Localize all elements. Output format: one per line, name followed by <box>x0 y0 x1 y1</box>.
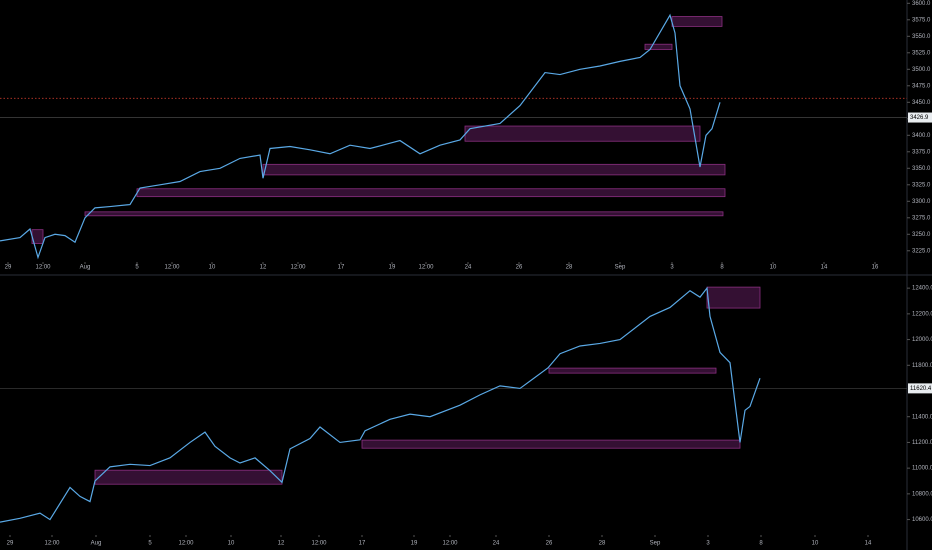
zone <box>644 43 673 50</box>
x-tick-label: 12 <box>260 265 267 271</box>
y-tick-label: 10600.0 <box>912 517 932 523</box>
x-tick-label: 28 <box>566 265 573 271</box>
x-tick-label: 3 <box>670 265 674 271</box>
y-tick-label: 12000.0 <box>912 337 932 343</box>
zone <box>94 469 283 485</box>
x-tick-label: 12:00 <box>164 265 180 271</box>
x-tick-label: 12 <box>278 541 285 547</box>
zone <box>671 16 723 27</box>
y-tick-label: 3400.0 <box>912 133 931 139</box>
x-tick-label: 17 <box>359 541 366 547</box>
x-tick-label: 12:00 <box>418 265 434 271</box>
x-tick-label: 10 <box>209 265 216 271</box>
y-tick-label: 3250.0 <box>912 232 931 238</box>
zone <box>136 188 726 198</box>
x-tick-label: 14 <box>821 265 828 271</box>
x-tick-label: 14 <box>865 541 872 547</box>
x-tick-label: 8 <box>759 541 763 547</box>
x-tick-label: 12:00 <box>442 541 458 547</box>
y-tick-label: 3550.0 <box>912 34 931 40</box>
x-tick-label: Aug <box>80 265 91 271</box>
zone <box>464 125 701 142</box>
y-tick-label: 12200.0 <box>912 311 932 317</box>
zone <box>84 211 724 217</box>
y-tick-label: 3450.0 <box>912 100 931 106</box>
price-line <box>0 286 761 523</box>
x-tick-label: 12:00 <box>44 541 60 547</box>
x-tick-label: 24 <box>465 265 472 271</box>
x-tick-label: 8 <box>720 265 724 271</box>
x-tick-label: 29 <box>5 265 12 271</box>
x-tick-label: 12:00 <box>311 541 327 547</box>
last-price-tag <box>908 383 932 394</box>
x-tick-label: 26 <box>516 265 523 271</box>
x-tick-label: 29 <box>7 541 14 547</box>
x-tick-label: 12:00 <box>35 265 51 271</box>
y-tick-label: 10800.0 <box>912 491 932 497</box>
x-tick-label: 3 <box>706 541 710 547</box>
price-line <box>0 13 721 260</box>
x-tick-label: Aug <box>91 541 102 547</box>
y-tick-label: 3525.0 <box>912 50 931 56</box>
y-tick-label: 11400.0 <box>912 414 932 420</box>
x-tick-label: 19 <box>389 265 396 271</box>
y-tick-label: 3225.0 <box>912 248 931 254</box>
y-tick-label: 3325.0 <box>912 182 931 188</box>
x-tick-label: 24 <box>493 541 500 547</box>
y-tick-label: 3575.0 <box>912 17 931 23</box>
x-tick-label: 10 <box>812 541 819 547</box>
x-tick-label: 12:00 <box>290 265 306 271</box>
x-tick-label: 28 <box>599 541 606 547</box>
y-tick-label: 3600.0 <box>912 1 931 7</box>
x-tick-label: Sep <box>650 541 661 547</box>
y-tick-label: 11000.0 <box>912 466 932 472</box>
y-tick-label: 12400.0 <box>912 286 932 292</box>
last-price-label: 3426.9 <box>910 115 929 121</box>
y-tick-label: 11200.0 <box>912 440 932 446</box>
x-tick-label: 19 <box>411 541 418 547</box>
zone <box>361 439 741 449</box>
last-price-tag <box>908 112 932 123</box>
x-tick-label: 5 <box>135 265 139 271</box>
x-tick-label: 10 <box>770 265 777 271</box>
zone <box>548 367 717 374</box>
x-tick-label: 26 <box>546 541 553 547</box>
y-tick-label: 3350.0 <box>912 166 931 172</box>
zone <box>262 163 726 176</box>
y-tick-label: 11800.0 <box>912 363 932 369</box>
y-tick-label: 3500.0 <box>912 67 931 73</box>
x-tick-label: 10 <box>228 541 235 547</box>
last-price-label: 11620.4 <box>910 386 932 392</box>
y-tick-label: 3300.0 <box>912 199 931 205</box>
x-tick-label: 12:00 <box>178 541 194 547</box>
y-tick-label: 3275.0 <box>912 215 931 221</box>
x-tick-label: Sep <box>615 265 626 271</box>
y-tick-label: 3375.0 <box>912 149 931 155</box>
y-tick-label: 3475.0 <box>912 83 931 89</box>
x-tick-label: 16 <box>872 265 879 271</box>
x-tick-label: 17 <box>338 265 345 271</box>
zone <box>706 286 761 309</box>
x-tick-label: 5 <box>148 541 152 547</box>
